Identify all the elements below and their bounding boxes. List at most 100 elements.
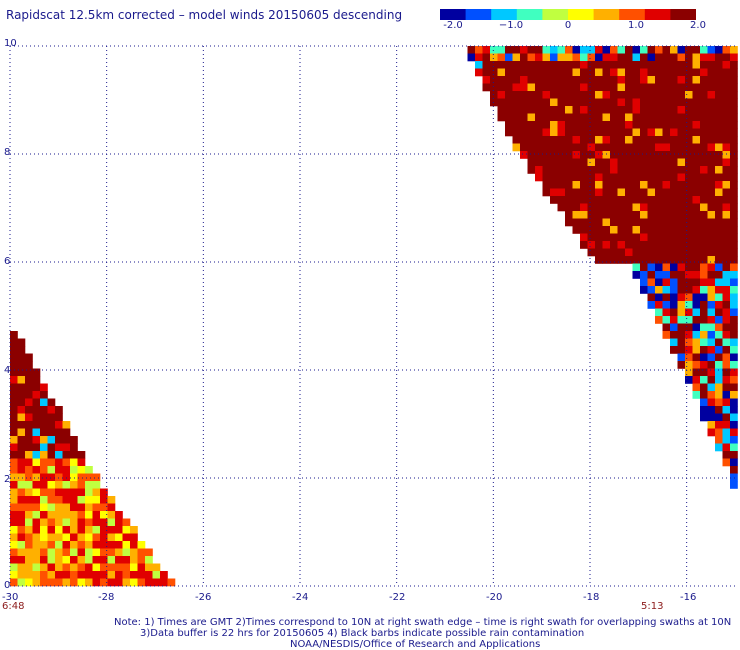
wind-cell — [692, 353, 701, 362]
wind-cell — [715, 226, 723, 234]
wind-cell — [730, 46, 738, 54]
wind-cell — [722, 241, 731, 249]
wind-cell — [647, 83, 656, 92]
wind-cell — [715, 361, 723, 369]
wind-cell — [610, 196, 618, 204]
wind-cell — [685, 271, 693, 279]
wind-cell — [467, 46, 476, 54]
grid-lines — [9, 45, 735, 587]
wind-cell — [617, 76, 626, 84]
wind-cell — [722, 451, 731, 459]
wind-cell — [100, 488, 108, 497]
wind-cell — [722, 293, 731, 302]
wind-cell — [77, 518, 86, 527]
wind-cell — [677, 113, 686, 122]
wind-cell — [602, 53, 611, 62]
wind-cell — [677, 181, 686, 189]
wind-cell — [17, 458, 26, 467]
wind-cell — [730, 428, 738, 437]
wind-cell — [595, 128, 603, 137]
wind-cell — [77, 578, 86, 587]
wind-cell — [730, 376, 738, 384]
wind-cell — [55, 556, 63, 564]
wind-cell — [32, 451, 41, 459]
wind-cell — [707, 316, 716, 324]
wind-cell — [647, 188, 656, 197]
wind-cell — [707, 143, 716, 152]
wind-cell — [632, 76, 641, 84]
wind-cell — [722, 421, 731, 429]
wind-cell — [25, 458, 33, 467]
wind-cell — [40, 563, 48, 572]
wind-cell — [565, 83, 573, 92]
wind-cell — [655, 76, 663, 84]
wind-cell — [512, 76, 521, 84]
wind-cell — [655, 241, 663, 249]
wind-cell — [632, 61, 641, 69]
wind-cell — [520, 61, 528, 69]
wind-cell — [640, 256, 648, 264]
wind-cell — [617, 181, 626, 189]
wind-cell — [625, 166, 633, 174]
wind-cell — [655, 188, 663, 197]
wind-cell — [655, 181, 663, 189]
wind-cell — [595, 173, 603, 182]
wind-cell — [512, 46, 521, 54]
wind-cell — [520, 68, 528, 77]
wind-cell — [647, 226, 656, 234]
wind-cell — [707, 406, 716, 414]
wind-cell — [647, 256, 656, 264]
wind-cell — [77, 473, 86, 482]
wind-cell — [730, 248, 738, 257]
wind-cell — [17, 421, 26, 429]
wind-cell — [730, 151, 738, 159]
wind-cell — [17, 436, 26, 444]
wind-cell — [130, 563, 138, 572]
wind-cell — [542, 113, 551, 122]
wind-cell — [40, 391, 48, 399]
wind-cell — [655, 46, 663, 54]
wind-cell — [505, 53, 513, 62]
wind-cell — [25, 406, 33, 414]
wind-cell — [580, 218, 588, 227]
wind-cell — [640, 218, 648, 227]
wind-cell — [497, 46, 506, 54]
wind-cell — [40, 526, 48, 534]
wind-cell — [707, 188, 716, 197]
wind-cell — [535, 46, 543, 54]
wind-cell — [490, 76, 498, 84]
wind-cell — [692, 143, 701, 152]
wind-cell — [145, 571, 153, 579]
wind-cell — [610, 158, 618, 167]
wind-cell — [610, 46, 618, 54]
wind-cell — [730, 286, 738, 294]
wind-cell — [632, 53, 641, 62]
wind-cell — [655, 68, 663, 77]
colorbar-segment — [568, 9, 595, 20]
wind-cell — [722, 308, 731, 317]
wind-cell — [85, 466, 93, 474]
wind-cell — [572, 188, 581, 197]
wind-cell — [647, 278, 656, 287]
wind-cell — [715, 211, 723, 219]
wind-cell — [17, 481, 26, 489]
wind-cell — [490, 98, 498, 107]
wind-cell — [617, 211, 626, 219]
wind-cell — [527, 121, 536, 129]
wind-cell — [670, 256, 678, 264]
wind-cell — [557, 151, 566, 159]
swath-left — [10, 331, 176, 587]
wind-cell — [580, 211, 588, 219]
wind-cell — [595, 143, 603, 152]
wind-cell — [475, 68, 483, 77]
time-right: 5:13 — [641, 601, 664, 612]
wind-cell — [685, 368, 693, 377]
wind-cell — [32, 421, 41, 429]
wind-cell — [505, 83, 513, 92]
wind-cell — [565, 166, 573, 174]
wind-cell — [677, 323, 686, 332]
wind-cell — [100, 511, 108, 519]
wind-cell — [542, 91, 551, 99]
wind-cell — [10, 511, 18, 519]
wind-cell — [730, 61, 738, 69]
